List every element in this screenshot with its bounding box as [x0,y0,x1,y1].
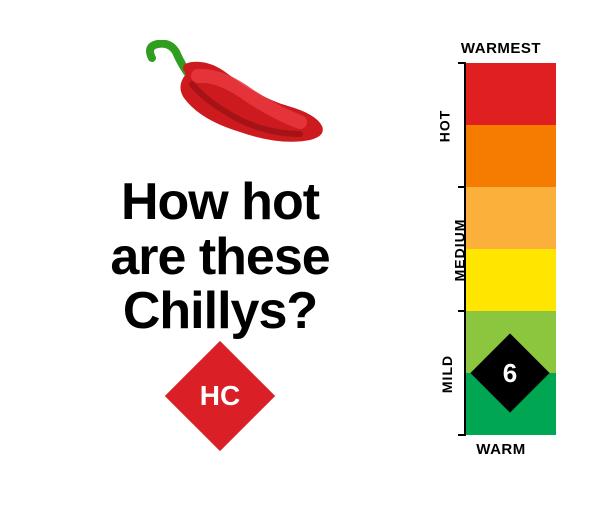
scale-segments: 6 [464,63,554,435]
scale-label-bottom: WARM [436,441,566,458]
scale-tick [458,310,466,312]
headline-line-1: How hot [40,175,400,230]
scale-marker: 6 [482,345,538,401]
hc-badge-text: HC [181,357,259,435]
scale-tick [458,186,466,188]
chili-icon [110,40,330,165]
scale-axis-label: MILD [439,355,455,393]
scale-axis-label: HOT [436,110,452,143]
headline-block: How hot are these Chillys? HC [40,40,400,435]
headline-line-2: are these [40,230,400,285]
scale-segment [466,187,556,249]
scale-axis-labels: HOTMEDIUMMILD [436,63,464,435]
headline-text: How hot are these Chillys? [40,175,400,339]
scale-segment [466,63,556,125]
marker-value: 6 [482,345,538,401]
scale-tick [458,434,466,436]
heat-scale: WARMEST HOTMEDIUMMILD 6 WARM [436,40,566,458]
hc-badge: HC [181,357,259,435]
scale-bar: HOTMEDIUMMILD 6 [436,63,566,435]
scale-tick [458,62,466,64]
scale-label-top: WARMEST [436,40,566,57]
scale-segment [466,249,556,311]
scale-segment [466,125,556,187]
headline-line-3: Chillys? [40,284,400,339]
chili-stem [150,44,190,76]
